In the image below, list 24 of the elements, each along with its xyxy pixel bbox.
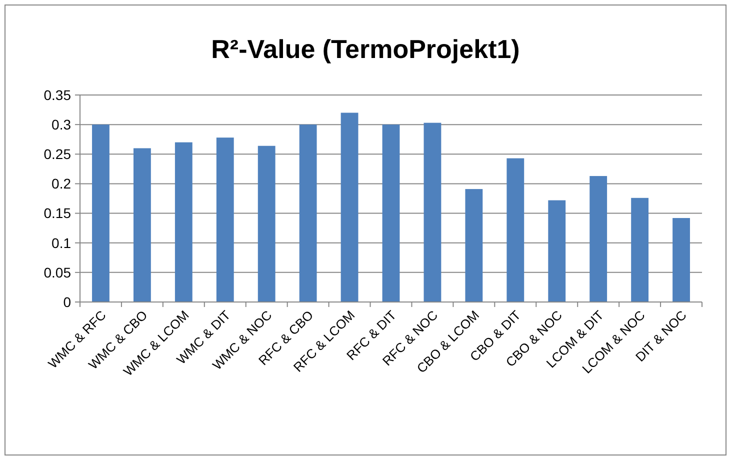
bar xyxy=(631,198,649,302)
bar xyxy=(590,176,608,302)
bar xyxy=(672,218,690,302)
y-tick-label: 0 xyxy=(63,294,72,310)
bar xyxy=(216,138,234,302)
y-tick-label: 0.3 xyxy=(52,116,72,132)
bar xyxy=(133,148,151,302)
y-tick-label: 0.1 xyxy=(52,234,72,251)
y-tick-label: 0.2 xyxy=(52,176,72,192)
bar xyxy=(92,124,110,302)
y-tick-label: 0.25 xyxy=(44,146,72,162)
bar xyxy=(465,189,483,302)
bar xyxy=(382,124,400,302)
y-tick-label: 0.15 xyxy=(44,205,72,222)
y-tick-label: 0.35 xyxy=(44,86,72,103)
bar xyxy=(340,112,358,302)
bar xyxy=(424,122,442,302)
bar xyxy=(174,142,192,302)
bar xyxy=(299,124,317,302)
bar xyxy=(548,200,566,302)
chart-title: R²-Value (TermoProjekt1) xyxy=(211,34,520,64)
y-tick-label: 0.05 xyxy=(44,264,72,280)
bar xyxy=(258,146,276,302)
bar xyxy=(506,158,524,302)
